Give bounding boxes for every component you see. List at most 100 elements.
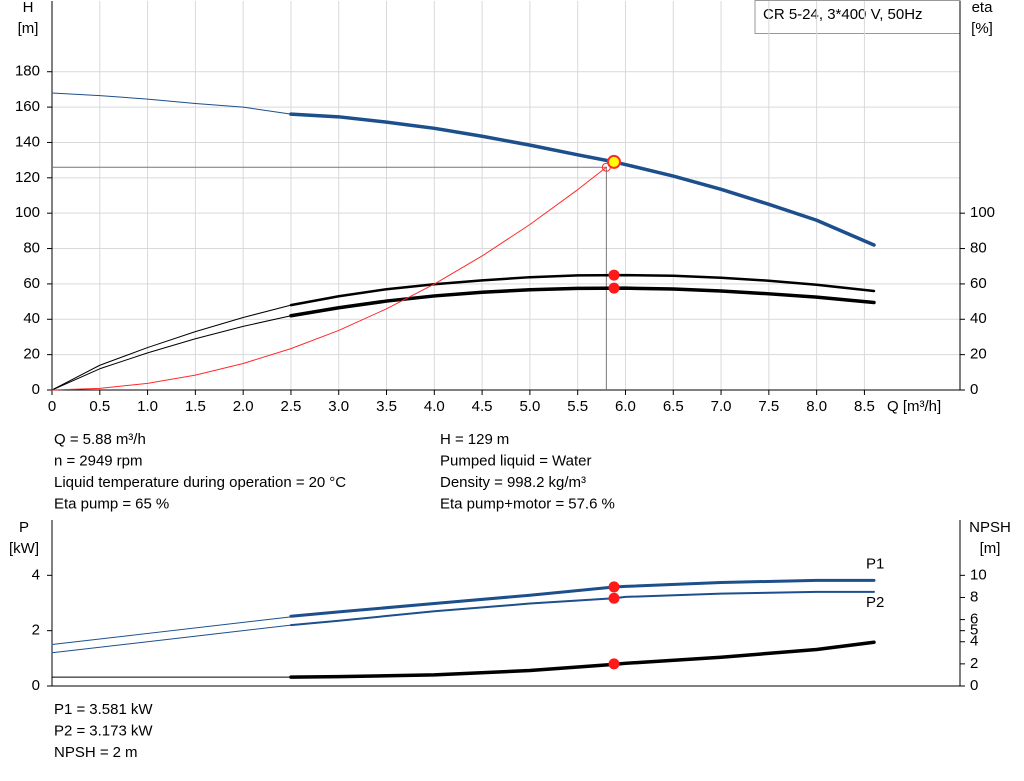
operating-point [607,154,622,169]
readout: Q = 5.88 m³/h [54,431,146,448]
readout: P2 = 3.173 kW [54,722,153,739]
y2-tick-label: 8 [970,588,978,605]
readout-unit: m [497,431,510,448]
x-tick-label: 0 [48,398,56,415]
series-label: P1 [866,555,884,572]
curve [51,315,292,391]
readout: n = 2949 rpm [54,452,143,469]
y2-axis-unit: [%] [971,20,993,37]
readout-unit: kW [131,701,154,718]
y2-tick-label: 100 [970,204,995,221]
y-tick-label: 2 [32,622,40,639]
y-tick-label: 60 [23,275,40,292]
series-label: P2 [866,594,884,611]
operating-point [608,269,620,281]
title-box [754,0,961,34]
y2-tick-label: 4 [970,633,978,650]
readout-label: P2 = [54,722,86,739]
y2-tick-label: 6 [970,611,978,628]
y-tick-label: 20 [23,346,40,363]
y2-tick-label: 0 [970,677,978,694]
curve [51,92,292,115]
y-tick-label: 160 [15,98,40,115]
readout-unit: rpm [117,452,143,469]
readout: Density = 998.2 kg/m³ [440,474,586,491]
y2-tick-label: 0 [970,381,978,398]
y-tick-label: 140 [15,133,40,150]
readout-label: P1 = [54,701,86,718]
chart-title: CR 5-24, 3*400 V, 50Hz [763,6,923,23]
operating-point [608,282,620,294]
readout-unit: % [601,495,614,512]
curve [289,578,876,618]
y2-tick-label: 60 [970,275,987,292]
readout-value: 5.88 [83,431,112,448]
y-tick-label: 120 [15,169,40,186]
y2-tick-label: 20 [970,346,987,363]
readout-label: Q = [54,431,79,448]
y-tick-label: 80 [23,240,40,257]
x-tick-label: 2.0 [233,398,254,415]
y2-tick-label: 5 [970,622,978,639]
x-tick-label: 1.5 [185,398,206,415]
y2-tick-label: 2 [970,655,978,672]
readout-label: H = [440,431,464,448]
readout-value: 65 [135,495,152,512]
readout: Liquid temperature during operation = 20 °… [54,474,346,491]
y2-axis-label: NPSH [969,519,1011,536]
readout-label: NPSH = [54,744,109,761]
readout-value: 20 [309,474,326,491]
curve [289,286,876,318]
readout: Eta pump = 65% [54,495,169,512]
curve [51,624,292,654]
readout: H = 129 m [440,431,509,448]
readout-unit: kg/m³ [549,474,587,491]
y-axis-unit: [m] [18,20,39,37]
readout: P1 = 3.581 kW [54,701,153,718]
readout-label: Eta pump+motor = [440,495,564,512]
x-tick-label: 6.0 [615,398,636,415]
x-tick-label: 5.0 [519,398,540,415]
y-tick-label: 4 [32,566,40,583]
readout-unit: m³/h [116,431,146,448]
y2-axis-label: eta [972,0,994,16]
x-axis-label: Q [m³/h] [887,398,941,415]
y-axis-unit: [kW] [9,540,39,557]
x-tick-label: 1.0 [137,398,158,415]
readout-unit: m [125,744,138,761]
y-tick-label: 0 [32,381,40,398]
operating-point [608,592,620,604]
readout-value: 998.2 [507,474,545,491]
readout-value: 3.581 [89,701,127,718]
x-tick-label: 4.5 [472,398,493,415]
x-tick-label: 4.0 [424,398,445,415]
operating-point [608,658,620,670]
readout-value: 3.173 [89,722,127,739]
curve [51,616,292,645]
readout-value: 2949 [79,452,112,469]
readout-value: 57.6 [568,495,597,512]
readout-unit: % [156,495,169,512]
y2-tick-label: 10 [970,566,987,583]
x-tick-label: 7.5 [758,398,779,415]
readout-label: n = [54,452,76,469]
readout-unit: °C [329,474,346,491]
x-tick-label: 8.5 [854,398,875,415]
readout: Eta pump+motor = 57.6% [440,495,615,512]
x-tick-label: 3.5 [376,398,397,415]
y-axis-label: P [19,519,29,536]
curve [289,640,876,679]
x-tick-label: 7.0 [711,398,732,415]
readout-label: Eta pump = [54,495,131,512]
y-tick-label: 40 [23,310,40,327]
y-tick-label: 0 [32,677,40,694]
readout-value: 129 [468,431,493,448]
readout-label: Liquid temperature during operation = [54,474,305,491]
curve [51,304,292,391]
x-tick-label: 3.0 [328,398,349,415]
operating-point [608,581,620,593]
x-tick-label: 6.5 [663,398,684,415]
y2-tick-label: 40 [970,310,987,327]
y2-tick-label: 80 [970,240,987,257]
